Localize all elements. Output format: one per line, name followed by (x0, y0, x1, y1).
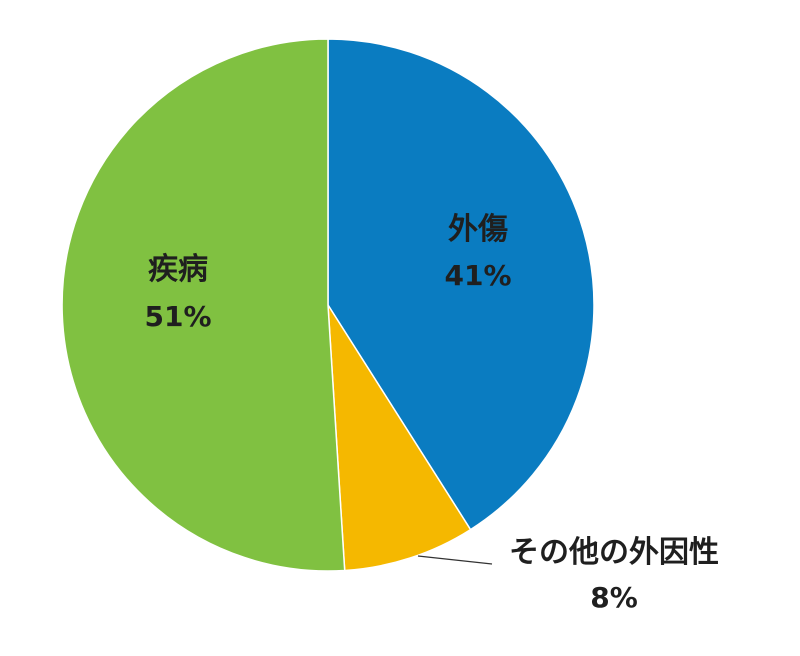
slice-label-other-external: その他の外因性 (509, 535, 719, 570)
slice-disease (61, 38, 346, 572)
pie-labels: 外傷 41% その他の外因性 8% 疾病 51% (144, 212, 719, 614)
slice-label-disease: 疾病 (148, 252, 208, 287)
pie-slices (61, 38, 595, 572)
slice-value-trauma: 41% (444, 259, 511, 292)
slice-value-other-external: 8% (590, 581, 638, 614)
slice-other-external (327, 304, 472, 572)
slice-trauma (327, 38, 595, 531)
slice-value-disease: 51% (144, 300, 211, 333)
slice-label-trauma: 外傷 (448, 212, 508, 247)
leader-line-other-external (417, 555, 493, 565)
